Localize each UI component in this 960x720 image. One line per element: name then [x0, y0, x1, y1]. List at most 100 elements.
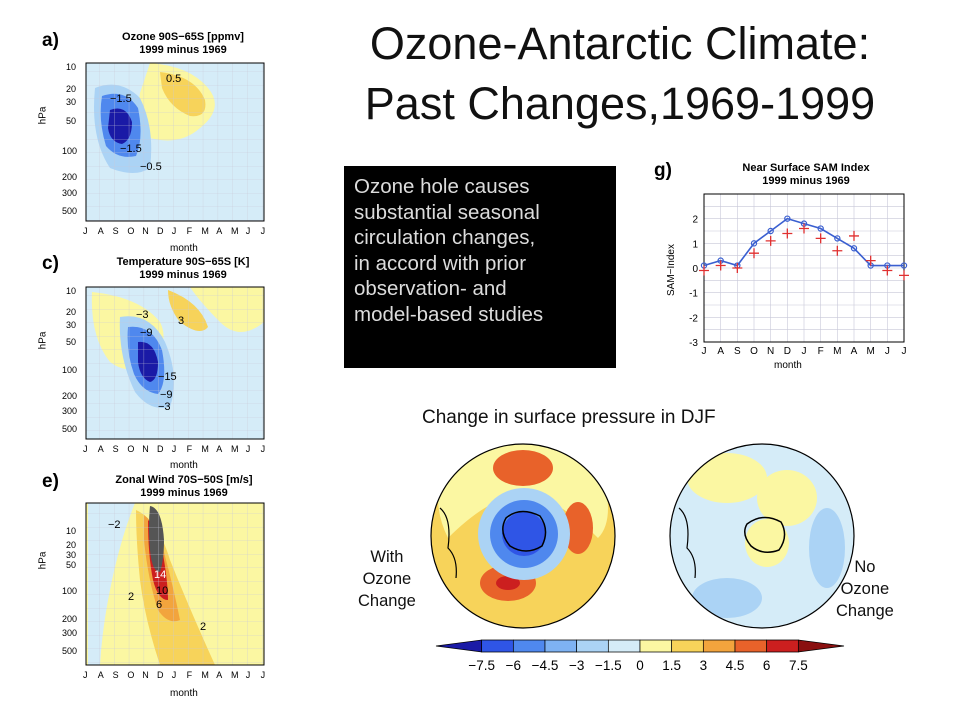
summary-callout: Ozone hole causes substantial seasonal c…: [344, 166, 616, 368]
ytick: 50: [66, 116, 76, 126]
contour-label: 6: [156, 599, 162, 611]
ytick: 500: [62, 646, 77, 656]
map-left-high-north: [493, 450, 553, 486]
data-point: [849, 230, 859, 241]
panel-a-title-2: 1999 minus 1969: [139, 44, 227, 56]
color-scale-bar: −7.5 −6 −4.5 −3 −1.5 0 1.5 3 4.5 6 7.5: [435, 639, 845, 673]
xtick: O: [127, 444, 134, 454]
xtick: F: [187, 226, 193, 236]
with-ozone-label: With Ozone Change: [358, 546, 416, 612]
contour-label: −1.5: [120, 143, 142, 155]
map-right-high-nw: [687, 453, 767, 503]
xtick: S: [113, 226, 119, 236]
panel-e-grid: [86, 503, 264, 665]
label-line: Ozone: [362, 570, 412, 588]
contour-label: −9: [140, 327, 153, 339]
xtick: J: [261, 670, 266, 680]
ytick: 50: [66, 337, 76, 347]
panel-g-letter: g): [654, 160, 672, 181]
panel-c-title-1: Temperature 90S−65S [K]: [116, 256, 250, 268]
data-point: [850, 245, 858, 252]
x-tick-label: D: [784, 346, 791, 357]
x-tick-label: M: [866, 346, 874, 357]
ytick: 20: [66, 540, 76, 550]
panel-e-title: Zonal Wind 70S−50S [m/s] 1999 minus 1969: [86, 474, 282, 500]
ytick: 20: [66, 307, 76, 317]
antarctica-outline: [502, 510, 547, 552]
map-right-high-center: [745, 519, 789, 567]
panel-c-yticks: 10 20 30 50 100 200 300 500: [62, 286, 77, 434]
xtick: O: [127, 670, 134, 680]
data-point: [750, 240, 758, 247]
title-line-2: Past Changes,1969-1999: [364, 78, 876, 129]
panel-g-title: Near Surface SAM Index 1999 minus 1969: [716, 162, 896, 188]
panel-e-zonal-wind-plot: −2 14 10 6 2 2 10 20 30 50 100 200 300 5…: [62, 502, 266, 699]
data-point: [749, 248, 759, 259]
y-tick-label: 0: [692, 264, 698, 275]
xtick: O: [127, 226, 134, 236]
x-tick-label: J: [902, 346, 907, 357]
panel-e-title-2: 1999 minus 1969: [140, 487, 228, 499]
data-point: [782, 228, 793, 239]
map-with-ozone: [430, 443, 616, 629]
data-point: [817, 225, 824, 232]
ytick: 10: [66, 526, 76, 536]
panel-c-title: Temperature 90S−65S [K] 1999 minus 1969: [88, 256, 278, 282]
panel-c-letter: c): [42, 253, 59, 274]
contour-label: 10: [156, 585, 168, 597]
xtick: J: [246, 670, 251, 680]
ytick: 500: [62, 206, 77, 216]
map-right-low-east: [809, 508, 845, 588]
ytick: 100: [62, 586, 77, 596]
colorbar-tick-label: 3: [700, 658, 708, 673]
panel-e-letter: e): [42, 471, 59, 492]
y-tick-label: 2: [692, 215, 698, 226]
label-line: No: [854, 558, 876, 576]
map-left-low-core: [502, 512, 546, 556]
color-swatch: [702, 639, 736, 653]
chart-xlabel: month: [774, 360, 802, 371]
y-tick-label: -3: [689, 338, 698, 349]
xtick: A: [216, 226, 222, 236]
panel-e-frame: [85, 502, 265, 666]
data-point: [767, 227, 774, 235]
x-tick-label: J: [885, 346, 890, 357]
panel-c-temperature-plot: −3 3 −9 −15 −9 −3 10 20 30 50 100 200 30…: [62, 286, 265, 471]
contour-label: −15: [158, 371, 177, 383]
color-swatch: [481, 639, 514, 653]
map-right-low-south: [692, 578, 762, 618]
callout-line: model-based studies: [354, 302, 544, 326]
xtick: J: [172, 226, 177, 236]
chart-ylabel: SAM−Index: [666, 244, 677, 296]
callout-line: Ozone hole causes: [354, 175, 530, 198]
contour-label: −1.5: [110, 93, 132, 105]
contour-label: 0.5: [166, 73, 181, 85]
xtick: J: [83, 226, 88, 236]
ytick: 300: [62, 628, 77, 638]
ytick: 50: [66, 560, 76, 570]
data-point: [900, 262, 908, 269]
data-point: [699, 265, 709, 276]
xtick: J: [83, 444, 88, 454]
map-no-ozone: [669, 443, 855, 629]
colorbar-tick-label: 4.5: [726, 658, 745, 673]
xtick: A: [98, 444, 104, 454]
color-swatch: [607, 639, 641, 653]
xtick: M: [201, 444, 209, 454]
xtick: S: [113, 444, 119, 454]
xtick: J: [246, 444, 251, 454]
colorbar-tick-label: −7.5: [468, 658, 495, 673]
label-line: With: [370, 548, 404, 566]
map-left-high-east: [563, 502, 593, 554]
data-point: [834, 235, 841, 242]
xtick: M: [201, 670, 209, 680]
contour-label: −3: [158, 401, 171, 413]
xtick: N: [142, 444, 149, 454]
callout-line: substantial seasonal: [354, 200, 540, 224]
contour-label: −9: [160, 389, 173, 401]
xtick: J: [172, 444, 177, 454]
callout-line: circulation changes,: [354, 226, 536, 249]
x-tick-label: O: [750, 346, 758, 357]
